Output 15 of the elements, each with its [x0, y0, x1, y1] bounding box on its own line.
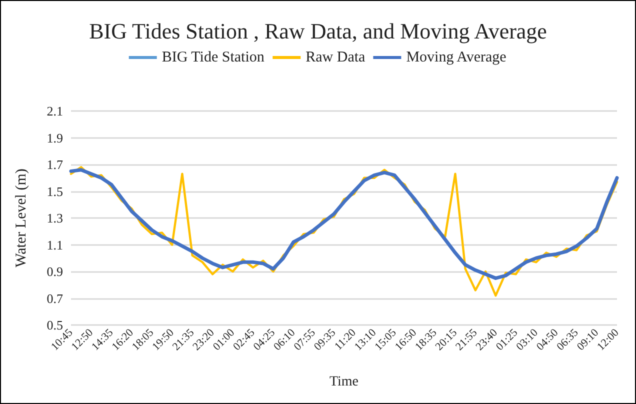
chart-title: BIG Tides Station , Raw Data, and Moving Average	[89, 18, 547, 44]
y-tick-label: 1.5	[46, 184, 63, 199]
legend-label: Raw Data	[306, 50, 366, 66]
y-tick-label: 1.1	[46, 237, 63, 252]
y-tick-label: 1.3	[46, 210, 63, 226]
y-tick-label: 0.5	[46, 318, 63, 332]
y-tick-label: 2.1	[46, 104, 63, 118]
y-axis-title: Water Level (m)	[14, 168, 30, 268]
y-tick-label: 0.9	[46, 264, 63, 279]
y-tick-label: 0.7	[46, 290, 64, 306]
legend-label: BIG Tide Station	[162, 50, 265, 66]
y-tick-label: 1.7	[46, 157, 64, 172]
legend-label: Moving Average	[406, 50, 507, 66]
y-tick-label: 1.9	[46, 130, 63, 146]
x-axis-title: Time	[329, 374, 359, 390]
